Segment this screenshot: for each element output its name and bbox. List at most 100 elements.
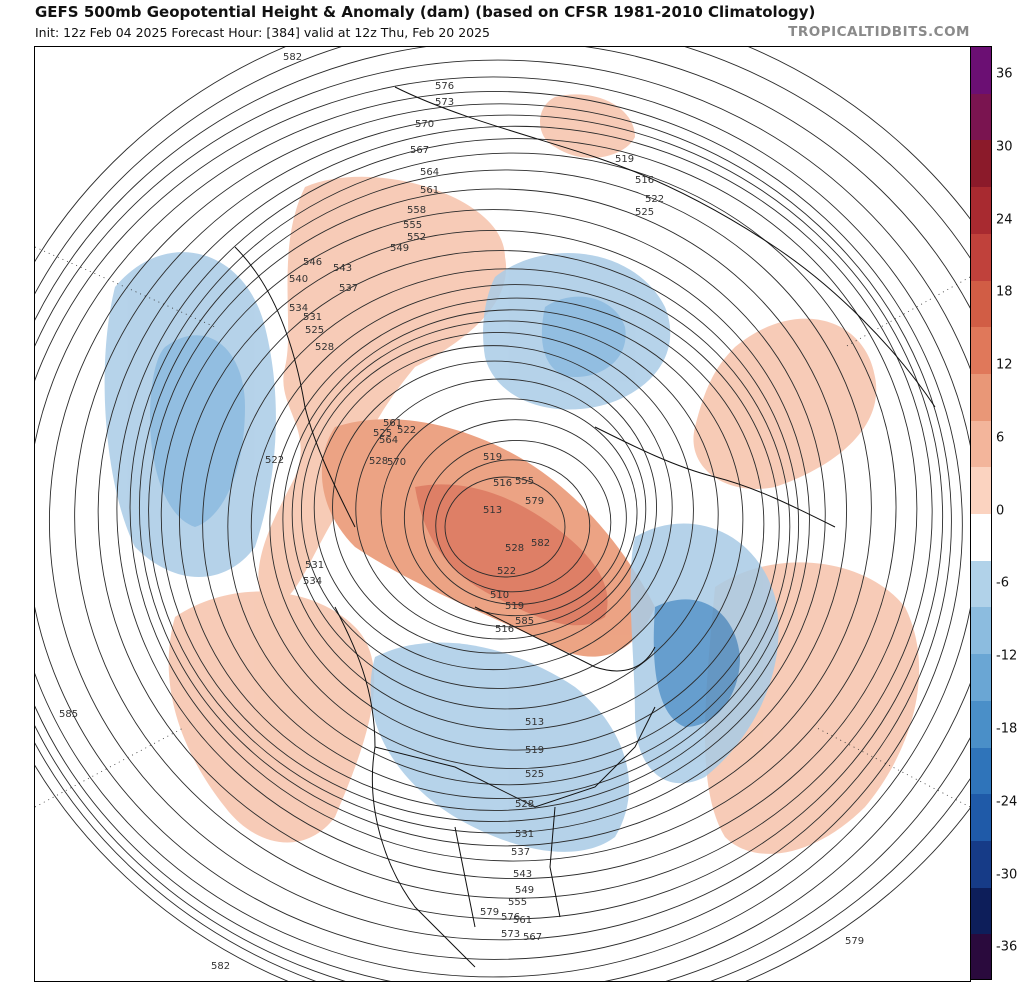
height-contour-line: [380, 398, 638, 628]
height-contour-line: [97, 125, 933, 899]
height-contour-line: [35, 59, 970, 981]
contour-label: 513: [525, 717, 544, 728]
contour-label: 522: [497, 566, 516, 577]
colorbar-swatch: [971, 700, 991, 749]
contour-label: 573: [435, 97, 454, 108]
contour-label: 516: [495, 624, 514, 635]
colorbar-tick-label: 12: [996, 357, 1013, 373]
contour-label: 552: [407, 232, 426, 243]
colorbar-swatch: [971, 654, 991, 702]
contour-label: 522: [645, 194, 664, 205]
contour-label: 570: [415, 119, 434, 130]
map-panel: 576 573 570 567 564 561 558 555 552 549 546 543 540 5…: [34, 46, 971, 982]
contour-label: 558: [407, 205, 426, 216]
height-contour-line: [35, 76, 970, 978]
contour-label: 561: [513, 915, 532, 926]
colorbar-swatch: [971, 794, 991, 842]
coastlines: [234, 86, 936, 968]
colorbar-tick-label: -18: [996, 721, 1018, 737]
height-contours: [35, 47, 970, 981]
height-contour-line: [300, 332, 694, 689]
colorbar-swatch: [971, 514, 991, 562]
contour-label: 543: [513, 869, 532, 880]
colorbar-swatch: [971, 187, 991, 235]
contour-label: 516: [493, 478, 512, 489]
contour-label: 519: [615, 154, 634, 165]
colorbar-swatch: [971, 840, 991, 889]
contour-label: 534: [289, 303, 308, 314]
contour-label: 585: [515, 616, 534, 627]
map-canvas: 5765735705675645615585555525495465435405…: [35, 47, 970, 981]
colorbar-tick-label: 6: [996, 430, 1005, 446]
contour-label: 570: [387, 457, 406, 468]
contour-label: 516: [635, 175, 654, 186]
contour-label: 525: [373, 428, 392, 439]
contour-label: 555: [508, 897, 527, 908]
colorbar-swatch: [971, 233, 991, 282]
contour-label: 555: [403, 220, 422, 231]
contour-label: 564: [379, 435, 398, 446]
colorbar-swatch: [971, 420, 991, 469]
contour-label: 576: [501, 912, 520, 923]
colorbar-swatch: [971, 47, 991, 95]
negative-anomaly-shading: [104, 252, 779, 852]
height-contour-line: [355, 378, 647, 640]
colorbar-tick-label: -24: [996, 794, 1018, 810]
height-contour-line: [35, 91, 963, 960]
contour-label: 528: [315, 342, 334, 353]
colorbar-swatch: [971, 373, 991, 422]
colorbar-tick-label: -12: [996, 648, 1018, 664]
brand-watermark: TROPICALTIDBITS.COM: [788, 24, 970, 40]
colorbar-tick-label: -6: [996, 575, 1009, 591]
contour-label: 549: [390, 243, 409, 254]
height-contour-line: [435, 459, 591, 593]
contour-label: 522: [397, 425, 416, 436]
colorbar-tick-label: 36: [996, 66, 1013, 82]
height-contour-line: [250, 284, 780, 770]
height-contour-line: [422, 439, 612, 605]
colorbar-tick-label: -36: [996, 939, 1018, 955]
colorbar-swatch: [971, 934, 991, 979]
contour-label: 549: [515, 885, 534, 896]
anomaly-colorbar: [970, 46, 992, 980]
height-contour-line: [202, 250, 800, 799]
colorbar-swatch: [971, 747, 991, 796]
contour-label: 528: [369, 456, 388, 467]
height-contour-line: [74, 114, 944, 920]
colorbar-swatch: [971, 280, 991, 329]
contour-label: 510: [490, 590, 509, 601]
colorbar-swatch: [971, 560, 991, 609]
contour-label: 582: [211, 961, 230, 972]
graticule: [35, 246, 970, 808]
contour-label: 582: [283, 52, 302, 63]
contour-label: 531: [515, 829, 534, 840]
contour-label: 564: [420, 167, 439, 178]
colorbar-tick-label: 18: [996, 284, 1013, 300]
contour-label: 540: [289, 274, 308, 285]
contour-label: 582: [531, 538, 550, 549]
contour-label: 567: [410, 145, 429, 156]
colorbar-tick-label: 0: [996, 503, 1005, 519]
height-contour-line: [269, 297, 765, 751]
contour-label: 528: [515, 799, 534, 810]
height-contour-line: [227, 268, 791, 786]
contour-label: 546: [303, 257, 322, 268]
contour-label: 525: [525, 769, 544, 780]
colorbar-tick-label: -30: [996, 867, 1018, 883]
colorbar-swatch: [971, 140, 991, 189]
colorbar-tick-label: 30: [996, 139, 1013, 155]
chart-title: GEFS 500mb Geopotential Height & Anomaly…: [35, 3, 816, 21]
contour-label: 525: [635, 207, 654, 218]
contour-label: 519: [483, 452, 502, 463]
height-contour-line: [291, 320, 719, 710]
contour-label: 585: [59, 709, 78, 720]
contour-label: 576: [435, 81, 454, 92]
contour-label: 537: [339, 283, 358, 294]
contour-label: 525: [305, 325, 324, 336]
height-contour-line: [116, 138, 918, 880]
height-contour-line: [313, 345, 673, 671]
contour-label: 579: [525, 496, 544, 507]
colorbar-swatch: [971, 607, 991, 656]
contour-label: 561: [383, 418, 402, 429]
height-contour-line: [282, 309, 744, 731]
